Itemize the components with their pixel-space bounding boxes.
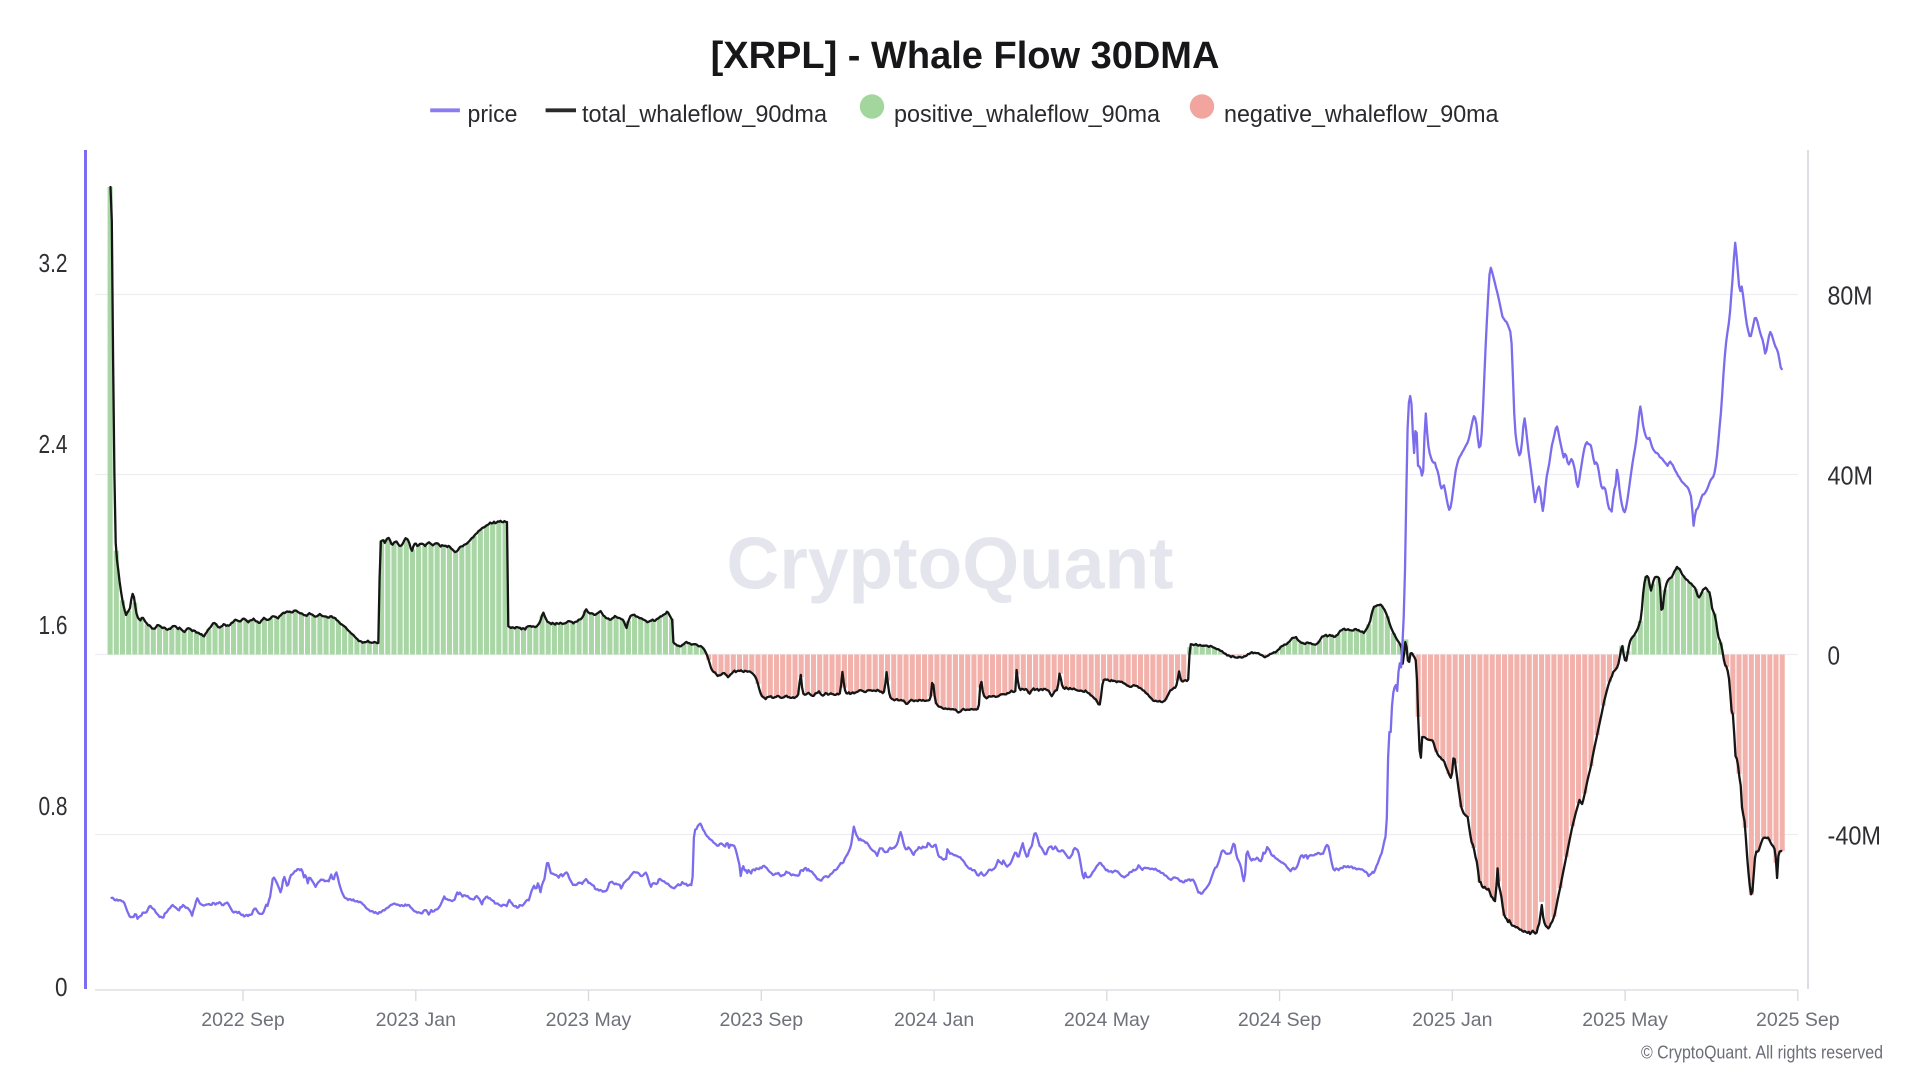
svg-text:2022 Sep: 2022 Sep — [201, 1009, 285, 1031]
svg-text:0: 0 — [1828, 641, 1841, 671]
svg-text:40M: 40M — [1828, 461, 1874, 491]
svg-text:0: 0 — [55, 972, 68, 1002]
svg-text:3.2: 3.2 — [39, 248, 68, 278]
svg-text:CryptoQuant: CryptoQuant — [727, 524, 1174, 605]
svg-text:2024 Jan: 2024 Jan — [894, 1009, 974, 1031]
svg-text:2.4: 2.4 — [39, 429, 68, 459]
svg-text:negative_whaleflow_90ma: negative_whaleflow_90ma — [1224, 101, 1499, 128]
svg-text:-40M: -40M — [1828, 821, 1882, 851]
svg-text:© CryptoQuant. All rights rese: © CryptoQuant. All rights reserved — [1641, 1043, 1883, 1063]
svg-text:2023 Sep: 2023 Sep — [720, 1009, 804, 1031]
svg-text:[XRPL] - Whale Flow 30DMA: [XRPL] - Whale Flow 30DMA — [711, 35, 1220, 77]
svg-text:2024 May: 2024 May — [1064, 1009, 1150, 1031]
svg-text:1.6: 1.6 — [39, 610, 68, 640]
svg-text:2023 Jan: 2023 Jan — [376, 1009, 456, 1031]
svg-text:2024 Sep: 2024 Sep — [1238, 1009, 1322, 1031]
svg-text:price: price — [468, 101, 518, 128]
svg-text:2025 Sep: 2025 Sep — [1756, 1009, 1840, 1031]
svg-text:80M: 80M — [1828, 281, 1873, 311]
svg-text:2023 May: 2023 May — [546, 1009, 632, 1031]
svg-text:2025 Jan: 2025 Jan — [1412, 1009, 1492, 1031]
svg-text:positive_whaleflow_90ma: positive_whaleflow_90ma — [894, 101, 1161, 128]
svg-text:0.8: 0.8 — [39, 791, 68, 821]
svg-text:2025 May: 2025 May — [1582, 1009, 1668, 1031]
svg-text:total_whaleflow_90dma: total_whaleflow_90dma — [582, 101, 828, 128]
